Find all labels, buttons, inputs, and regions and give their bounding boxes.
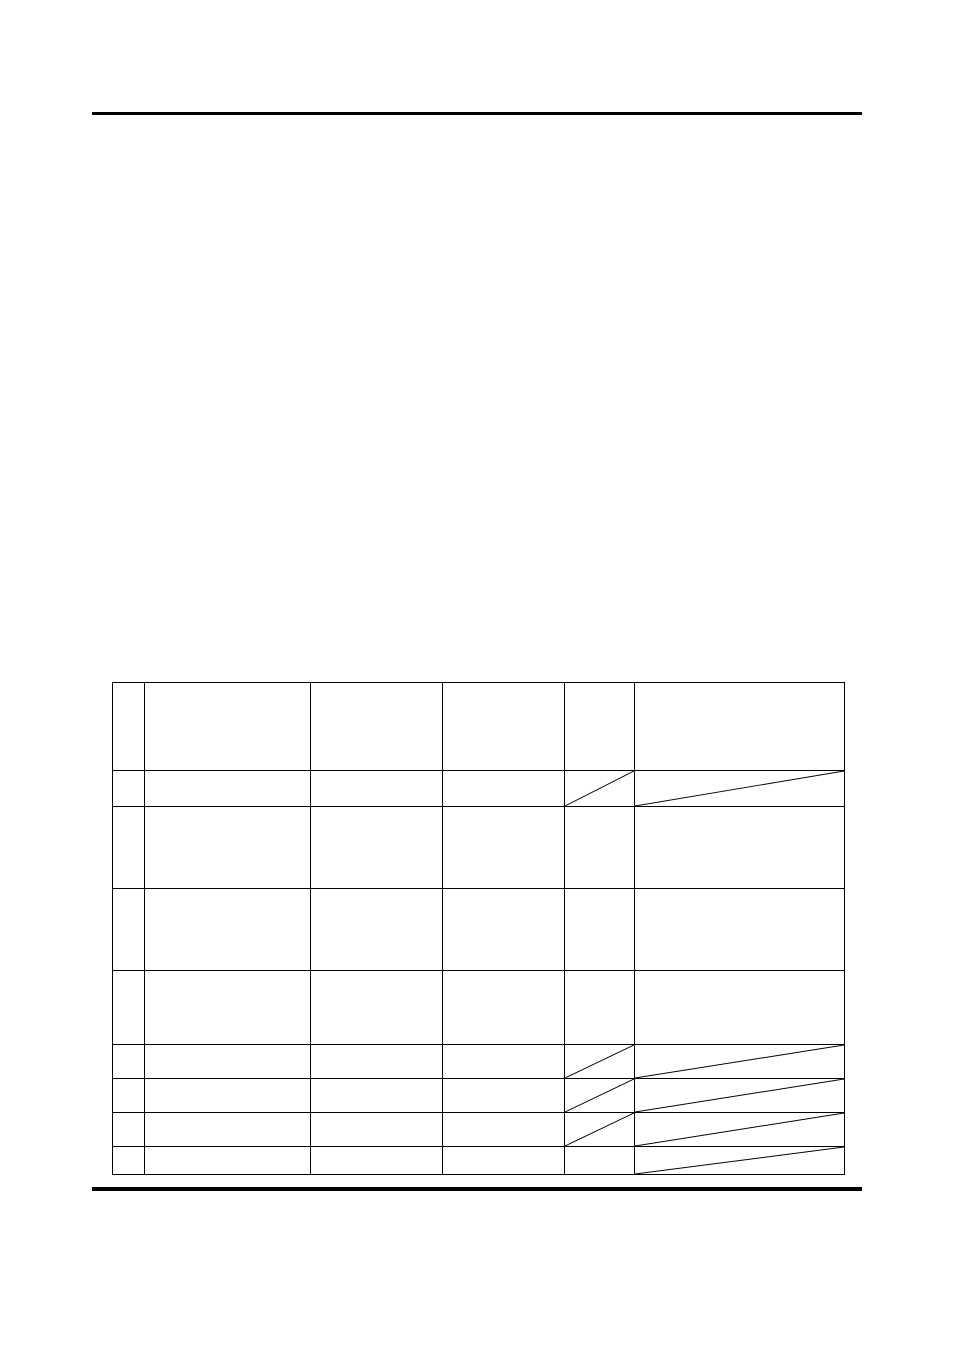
table-cell	[565, 1113, 635, 1147]
table-cell	[311, 1113, 443, 1147]
table-cell	[145, 807, 311, 889]
table-cell	[113, 1045, 145, 1079]
table-cell	[113, 889, 145, 971]
table-cell	[443, 889, 565, 971]
table-cell	[145, 771, 311, 807]
table-cell	[113, 807, 145, 889]
table-cell	[635, 683, 845, 771]
table-cell	[443, 771, 565, 807]
table-cell	[311, 771, 443, 807]
page	[0, 0, 954, 1351]
table-cell	[113, 771, 145, 807]
table-cell	[635, 807, 845, 889]
table-cell	[565, 889, 635, 971]
table-cell	[565, 971, 635, 1045]
table-cell	[635, 1113, 845, 1147]
diagonal-strike-icon	[635, 1113, 844, 1146]
table-cell	[635, 771, 845, 807]
table-cell	[113, 1147, 145, 1175]
table-row	[113, 807, 845, 889]
diagonal-strike-icon	[565, 1113, 634, 1146]
diagonal-strike-icon	[635, 1147, 844, 1174]
table-row	[113, 1079, 845, 1113]
table-cell	[635, 889, 845, 971]
table-cell	[443, 1079, 565, 1113]
table-cell	[443, 1113, 565, 1147]
table-cell	[145, 1079, 311, 1113]
diagonal-strike-icon	[565, 1079, 634, 1112]
table-cell	[113, 1079, 145, 1113]
table-cell	[443, 807, 565, 889]
table-cell	[443, 1147, 565, 1175]
table-cell	[311, 807, 443, 889]
table-cell	[565, 1079, 635, 1113]
data-table	[112, 682, 845, 1175]
table-cell	[311, 1079, 443, 1113]
table-row	[113, 971, 845, 1045]
table-cell	[443, 683, 565, 771]
table-cell	[565, 771, 635, 807]
table-row	[113, 1045, 845, 1079]
table-cell	[443, 1045, 565, 1079]
table-cell	[635, 1147, 845, 1175]
table-cell	[145, 683, 311, 771]
table-cell	[565, 1045, 635, 1079]
table-cell	[145, 1147, 311, 1175]
diagonal-strike-icon	[635, 1079, 844, 1112]
top-horizontal-rule	[92, 112, 862, 115]
table-cell	[311, 1147, 443, 1175]
table-cell	[113, 1113, 145, 1147]
table-cell	[311, 889, 443, 971]
table-row	[113, 1147, 845, 1175]
table-cell	[145, 971, 311, 1045]
table-row	[113, 1113, 845, 1147]
table-cell	[145, 1113, 311, 1147]
table-cell	[113, 971, 145, 1045]
table-cell	[311, 971, 443, 1045]
diagonal-strike-icon	[635, 1045, 844, 1078]
table-cell	[311, 683, 443, 771]
table-cell	[113, 683, 145, 771]
diagonal-strike-icon	[565, 771, 634, 806]
table-cell	[635, 971, 845, 1045]
diagonal-strike-icon	[565, 1045, 634, 1078]
data-table-wrapper	[112, 682, 844, 1175]
table-cell	[565, 683, 635, 771]
bottom-horizontal-rule	[92, 1187, 862, 1191]
table-cell	[635, 1079, 845, 1113]
table-cell	[145, 1045, 311, 1079]
table-cell	[311, 1045, 443, 1079]
table-cell	[565, 807, 635, 889]
table-row	[113, 683, 845, 771]
diagonal-strike-icon	[635, 771, 844, 806]
table-cell	[443, 971, 565, 1045]
table-cell	[565, 1147, 635, 1175]
table-cell	[635, 1045, 845, 1079]
table-row	[113, 889, 845, 971]
table-row	[113, 771, 845, 807]
table-cell	[145, 889, 311, 971]
